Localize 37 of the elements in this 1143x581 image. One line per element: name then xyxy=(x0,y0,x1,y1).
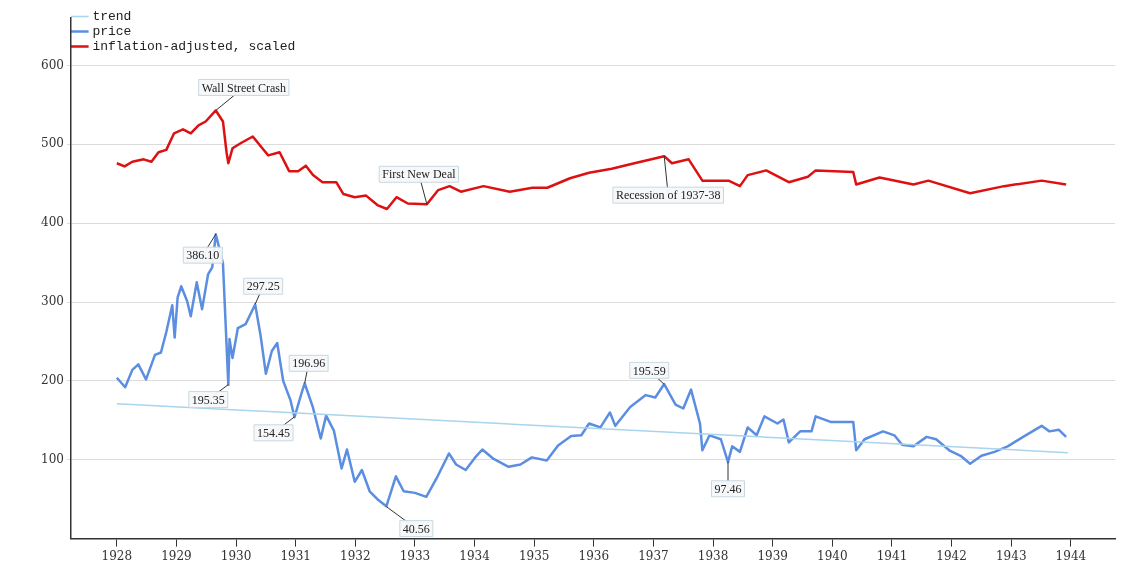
annotation: 297.25 xyxy=(246,279,280,294)
annotation: 195.59 xyxy=(632,363,666,378)
x-tick-label: 1935 xyxy=(518,548,550,563)
annotation: 97.46 xyxy=(714,481,742,496)
x-tick-label: 1944 xyxy=(1055,548,1087,563)
x-tick-label: 1938 xyxy=(697,548,729,563)
x-tick-label: 1934 xyxy=(459,548,491,563)
annotation: 195.35 xyxy=(191,392,225,407)
annotation: 40.56 xyxy=(402,521,430,536)
legend-label: trend xyxy=(92,8,132,24)
y-tick-label: 300 xyxy=(41,294,64,309)
x-tick-label: 1933 xyxy=(399,548,431,563)
x-tick-label: 1929 xyxy=(161,548,192,563)
x-tick-label: 1940 xyxy=(817,548,848,563)
x-tick-label: 1936 xyxy=(578,548,610,563)
y-tick-label: 400 xyxy=(41,215,64,230)
y-tick-label: 100 xyxy=(41,451,64,466)
legend-label: inflation-adjusted, scaled xyxy=(92,38,296,54)
legend-label: price xyxy=(92,23,132,39)
annotation: 386.10 xyxy=(186,248,220,263)
y-tick-label: 500 xyxy=(41,136,64,151)
y-tick-label: 200 xyxy=(41,373,64,388)
x-tick-label: 1941 xyxy=(876,548,908,563)
annotation: 196.96 xyxy=(292,356,326,371)
annotation: 154.45 xyxy=(257,425,291,440)
y-tick-label: 600 xyxy=(41,57,64,72)
x-tick-label: 1930 xyxy=(220,548,252,563)
x-tick-label: 1932 xyxy=(340,548,371,563)
x-tick-label: 1931 xyxy=(280,548,311,563)
annotation: Wall Street Crash xyxy=(201,80,286,95)
x-tick-label: 1939 xyxy=(757,548,789,563)
x-tick-label: 1928 xyxy=(101,548,133,563)
x-tick-label: 1937 xyxy=(638,548,669,563)
annotation: First New Deal xyxy=(382,167,457,182)
x-tick-label: 1942 xyxy=(936,548,967,563)
x-tick-label: 1943 xyxy=(995,548,1027,563)
annotation: Recession of 1937-38 xyxy=(615,188,721,203)
